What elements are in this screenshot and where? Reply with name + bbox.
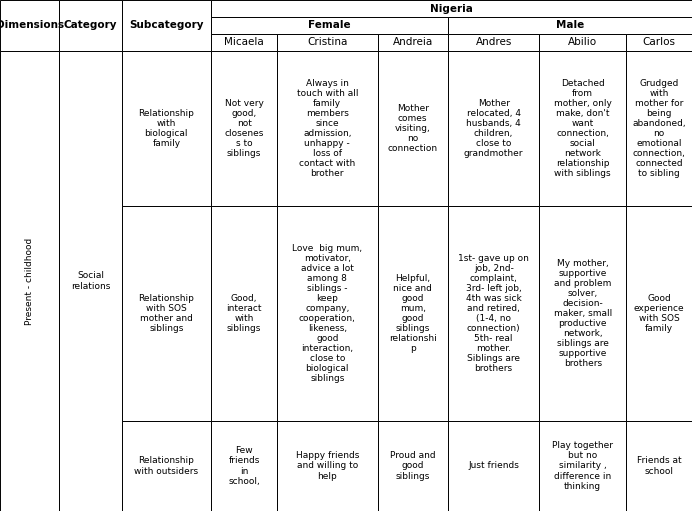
Text: Proud and
good
siblings: Proud and good siblings: [390, 451, 435, 480]
Text: Just friends: Just friends: [468, 461, 519, 471]
Bar: [378, 51, 448, 206]
Bar: [626, 206, 692, 421]
Bar: [211, 206, 277, 421]
Bar: [60, 51, 122, 511]
Bar: [539, 421, 626, 511]
Bar: [0, 51, 60, 511]
Bar: [448, 34, 539, 51]
Text: Grudged
with
mother for
being
abandoned,
no
emotional
connection,
connected
to s: Grudged with mother for being abandoned,…: [632, 79, 686, 178]
Text: Micaela: Micaela: [224, 37, 264, 48]
Text: Category: Category: [64, 20, 117, 31]
Bar: [0, 0, 60, 51]
Bar: [211, 0, 692, 17]
Bar: [277, 421, 378, 511]
Bar: [122, 51, 211, 206]
Text: Mother
relocated, 4
husbands, 4
children,
close to
grandmother: Mother relocated, 4 husbands, 4 children…: [464, 99, 523, 158]
Text: Present - childhood: Present - childhood: [25, 238, 34, 324]
Text: Friends at
school: Friends at school: [637, 456, 682, 476]
Text: Relationship
with outsiders: Relationship with outsiders: [134, 456, 199, 476]
Text: Dimensions: Dimensions: [0, 20, 64, 31]
Bar: [378, 206, 448, 421]
Bar: [211, 421, 277, 511]
Bar: [122, 0, 211, 51]
Bar: [448, 206, 539, 421]
Bar: [211, 51, 277, 206]
Text: Detached
from
mother, only
make, don't
want
connection,
social
network
relations: Detached from mother, only make, don't w…: [554, 79, 612, 178]
Text: Subcategory: Subcategory: [129, 20, 203, 31]
Text: Nigeria: Nigeria: [430, 4, 473, 13]
Bar: [277, 51, 378, 206]
Bar: [448, 17, 692, 34]
Text: Good,
interact
with
siblings: Good, interact with siblings: [226, 294, 262, 333]
Text: Relationship
with
biological
family: Relationship with biological family: [138, 109, 194, 148]
Bar: [539, 206, 626, 421]
Text: Male: Male: [556, 20, 584, 31]
Bar: [277, 206, 378, 421]
Text: Love  big mum,
motivator,
advice a lot
among 8
siblings -
keep
company,
cooperat: Love big mum, motivator, advice a lot am…: [292, 244, 363, 383]
Bar: [539, 34, 626, 51]
Text: 1st- gave up on
job, 2nd-
complaint,
3rd- left job,
4th was sick
and retired,
(1: 1st- gave up on job, 2nd- complaint, 3rd…: [458, 254, 529, 373]
Text: Carlos: Carlos: [643, 37, 675, 48]
Text: My mother,
supportive
and problem
solver,
decision-
maker, small
productive
netw: My mother, supportive and problem solver…: [554, 259, 612, 368]
Text: Andres: Andres: [475, 37, 512, 48]
Bar: [539, 51, 626, 206]
Bar: [626, 34, 692, 51]
Bar: [277, 34, 378, 51]
Bar: [448, 421, 539, 511]
Text: Andreia: Andreia: [392, 37, 433, 48]
Bar: [626, 421, 692, 511]
Text: Abilio: Abilio: [568, 37, 597, 48]
Text: Social
relations: Social relations: [71, 271, 110, 291]
Bar: [626, 51, 692, 206]
Text: Always in
touch with all
family
members
since
admission,
unhappy -
loss of
conta: Always in touch with all family members …: [296, 79, 358, 178]
Bar: [122, 206, 211, 421]
Text: Happy friends
and willing to
help: Happy friends and willing to help: [295, 451, 359, 480]
Text: Helpful,
nice and
good
mum,
good
siblings
relationshi
p: Helpful, nice and good mum, good sibling…: [389, 274, 437, 353]
Bar: [378, 421, 448, 511]
Bar: [378, 34, 448, 51]
Text: Few
friends
in
school,: Few friends in school,: [228, 447, 260, 485]
Text: Mother
comes
visiting,
no
connection: Mother comes visiting, no connection: [388, 104, 438, 153]
Text: Play together
but no
similarity ,
difference in
thinking: Play together but no similarity , differ…: [552, 442, 613, 491]
Text: Relationship
with SOS
mother and
siblings: Relationship with SOS mother and sibling…: [138, 294, 194, 333]
Text: Not very
good,
not
closenes
s to
siblings: Not very good, not closenes s to sibling…: [224, 99, 264, 158]
Text: Good
experience
with SOS
family: Good experience with SOS family: [634, 294, 684, 333]
Bar: [448, 51, 539, 206]
Bar: [122, 421, 211, 511]
Text: Female: Female: [308, 20, 351, 31]
Bar: [211, 17, 448, 34]
Text: Cristina: Cristina: [307, 37, 347, 48]
Bar: [211, 34, 277, 51]
Bar: [60, 0, 122, 51]
